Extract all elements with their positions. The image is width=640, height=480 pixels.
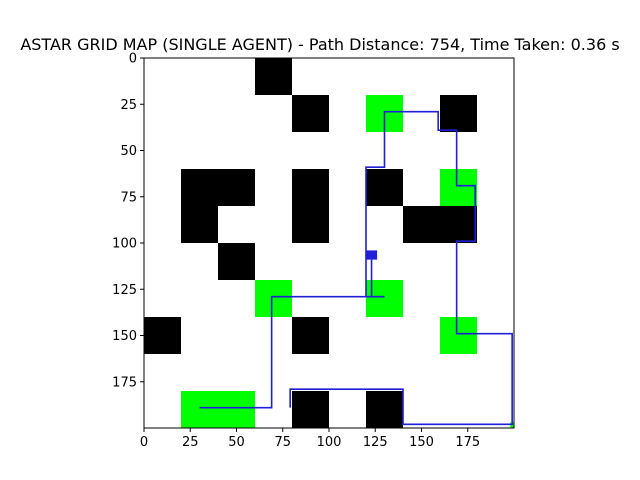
agent-start-marker	[366, 250, 378, 260]
obstacle-cell-5	[181, 206, 218, 243]
obstacle-cell-4	[181, 169, 255, 206]
obstacle-cell-7	[366, 169, 403, 206]
x-tick-label: 75	[274, 435, 291, 450]
x-tick-label: 25	[182, 435, 199, 450]
goal-cell-3	[255, 280, 292, 317]
x-axis: 0 25 50 75 100 125 150 175	[140, 428, 480, 450]
y-axis: 0 25 50 75 100 125 150 175	[112, 52, 144, 390]
agent-path	[199, 110, 513, 426]
obstacle-cell-13	[366, 391, 403, 428]
y-tick-label: 175	[112, 375, 137, 390]
obstacle-cell-6	[292, 169, 329, 243]
goal-cell-2	[440, 169, 477, 206]
obstacle-cell-3	[440, 95, 477, 132]
obstacle-cell-11	[292, 317, 329, 354]
y-tick-label: 50	[120, 144, 137, 159]
x-tick-label: 125	[363, 435, 388, 450]
y-tick-label: 75	[120, 190, 137, 205]
y-tick-label: 100	[112, 237, 137, 252]
y-tick-label: 150	[112, 329, 137, 344]
obstacle-cell-1	[255, 58, 292, 95]
goal-cell-6	[181, 391, 255, 428]
y-tick-label: 0	[129, 52, 137, 67]
goal-cell-7	[510, 422, 514, 428]
x-tick-label: 100	[317, 435, 342, 450]
obstacle-cell-8	[403, 206, 477, 243]
x-tick-label: 50	[228, 435, 245, 450]
y-tick-label: 25	[120, 98, 137, 113]
obstacle-cell-10	[144, 317, 181, 354]
goal-cell-5	[440, 317, 477, 354]
obstacle-cell-9	[218, 243, 255, 280]
chart-title: ASTAR GRID MAP (SINGLE AGENT) - Path Dis…	[20, 35, 619, 54]
obstacle-cell-2	[292, 95, 329, 132]
x-tick-label: 150	[409, 435, 434, 450]
y-tick-label: 125	[112, 283, 137, 298]
obstacle-cell-12	[292, 391, 329, 428]
plot-area	[144, 58, 514, 428]
x-tick-label: 0	[140, 435, 148, 450]
x-tick-label: 175	[455, 435, 480, 450]
